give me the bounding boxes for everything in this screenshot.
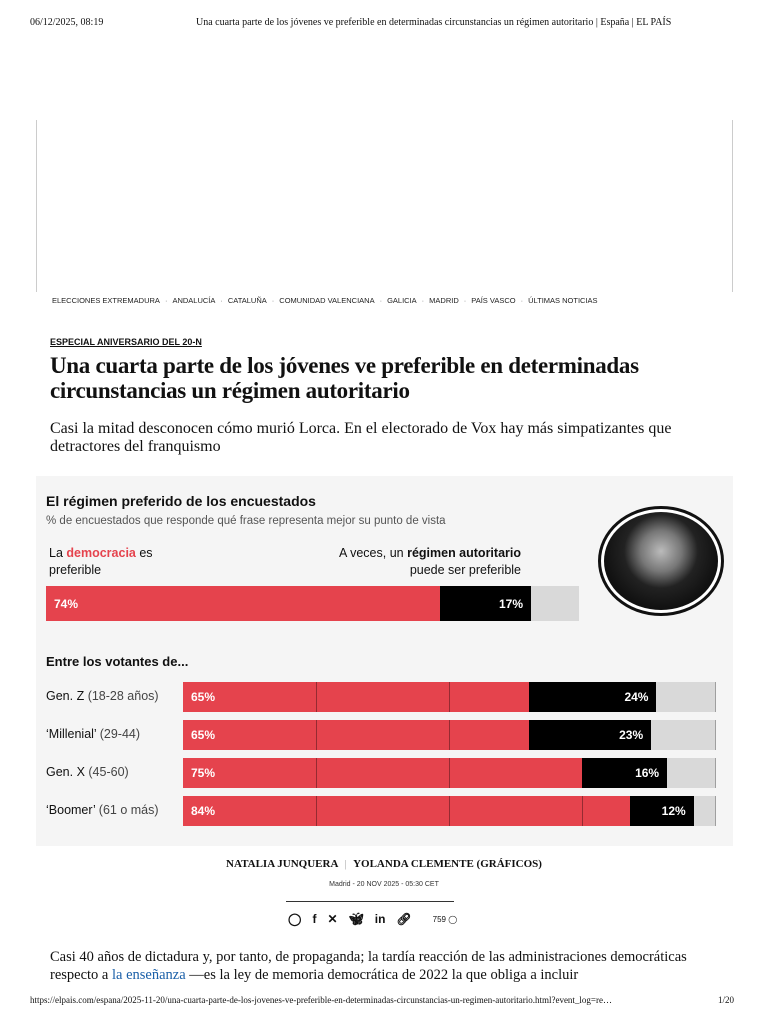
dateline: Madrid - 20 NOV 2025 - 05:30 CET: [329, 881, 439, 888]
gridline: [582, 682, 583, 712]
bar-autoritario-label: 17%: [498, 596, 524, 611]
bar-democracia-label: 65%: [191, 728, 216, 742]
ad-frame-left: [36, 120, 37, 292]
chart-title: El régimen preferido de los encuestados: [46, 493, 316, 509]
nav-item[interactable]: PAÍS VASCO: [471, 296, 516, 305]
bar-democracia-label: 65%: [191, 690, 216, 704]
gridline: [449, 682, 450, 712]
x-icon[interactable]: ✕: [327, 912, 338, 926]
facebook-icon[interactable]: f: [312, 912, 317, 926]
gridline: [316, 720, 317, 750]
gridline: [316, 758, 317, 788]
gridline: [449, 758, 450, 788]
chart: El régimen preferido de los encuestados …: [36, 476, 733, 846]
row-label: ‘Boomer’ (61 o más): [46, 803, 159, 817]
bar-autoritario-label: 12%: [661, 804, 686, 818]
print-url: https://elpais.com/espana/2025-11-20/una…: [30, 995, 613, 1005]
nav-item[interactable]: COMUNIDAD VALENCIANA: [279, 296, 375, 305]
legend-autoritario: A veces, un régimen autoritario puede ser…: [338, 546, 521, 577]
bar-autoritario: 17%: [440, 586, 532, 621]
gridline: [316, 796, 317, 826]
bar-autoritario: 12%: [629, 796, 694, 826]
print-datetime: 06/12/2025, 08:19: [30, 17, 104, 28]
bar-democracia: 75%: [183, 758, 582, 788]
gridline: [715, 796, 716, 826]
divider: [286, 901, 454, 902]
bar-autoritario: 23%: [528, 720, 652, 750]
gridline: [715, 682, 716, 712]
bar-democracia-label: 75%: [191, 766, 216, 780]
row-bar: 75% 16%: [183, 758, 716, 788]
nav-item[interactable]: MADRID: [429, 296, 459, 305]
row-bar: 65% 23%: [183, 720, 716, 750]
bar-democracia: 74%: [46, 586, 441, 621]
legend-democracia: La democracia es preferible: [49, 546, 153, 577]
comment-count: 759: [432, 914, 446, 924]
ad-frame-right: [732, 120, 733, 292]
nav-separator: ·: [463, 296, 467, 305]
ensenanza-link[interactable]: la enseñanza: [112, 967, 186, 983]
chart-subtitle: % de encuestados que responde qué frase …: [46, 515, 446, 527]
row-bar: 84% 12%: [183, 796, 716, 826]
print-page-title: Una cuarta parte de los jóvenes ve prefe…: [196, 17, 672, 28]
nav-separator: ·: [421, 296, 425, 305]
group-heading: Entre los votantes de...: [46, 654, 189, 669]
nav-separator: ·: [271, 296, 275, 305]
nav-separator: ·: [220, 296, 223, 305]
bar-autoritario: 16%: [582, 758, 668, 788]
gridline: [582, 796, 583, 826]
gridline: [582, 720, 583, 750]
total-bar: 74% 17%: [46, 586, 579, 621]
bluesky-icon[interactable]: 🦋︎: [348, 912, 364, 926]
gridline: [715, 758, 716, 788]
link-icon[interactable]: 🔗︎: [396, 912, 412, 926]
nav-separator: ·: [520, 296, 524, 305]
nav-item[interactable]: CATALUÑA: [227, 296, 267, 305]
row-bar: 65% 24%: [183, 682, 716, 712]
whatsapp-icon[interactable]: ◯: [288, 912, 302, 926]
nav-item[interactable]: GALICIA: [387, 296, 417, 305]
share-bar: ◯ f ✕ 🦋︎ in 🔗︎ 759 ◯: [288, 912, 457, 926]
nav-item[interactable]: ÚLTIMAS NOTICIAS: [528, 296, 598, 305]
gridline: [449, 796, 450, 826]
article-kicker[interactable]: ESPECIAL ANIVERSARIO DEL 20-N: [50, 337, 202, 347]
section-nav: ELECCIONES EXTREMADURA · ANDALUCÍA · CATALUÑ…: [52, 296, 598, 305]
comments-link[interactable]: 759 ◯: [433, 915, 458, 924]
portrait-image: [598, 506, 724, 616]
byline-separator: |: [344, 858, 347, 870]
article-title: Una cuarta parte de los jóvenes ve prefe…: [50, 353, 639, 403]
bar-autoritario-label: 23%: [619, 728, 644, 742]
nav-item[interactable]: ELECCIONES EXTREMADURA: [52, 296, 160, 305]
byline: NATALIA JUNQUERA | YOLANDA CLEMENTE (GRÁ…: [0, 858, 768, 870]
gridline: [449, 720, 450, 750]
bar-democracia-label: 84%: [191, 804, 216, 818]
nav-separator: ·: [164, 296, 168, 305]
bar-democracia: 84%: [183, 796, 630, 826]
bar-autoritario-label: 16%: [635, 766, 660, 780]
row-label: Gen. X (45-60): [46, 765, 129, 779]
article-subtitle: Casi la mitad desconocen cómo murió Lorc…: [50, 420, 672, 455]
gridline: [316, 682, 317, 712]
row-label: ‘Millenial’ (29-44): [46, 727, 141, 741]
gridline: [715, 720, 716, 750]
linkedin-icon[interactable]: in: [374, 912, 386, 926]
print-page-number: 1/20: [718, 995, 735, 1005]
gridline: [582, 758, 583, 788]
row-label: Gen. Z (18-28 años): [46, 689, 159, 703]
bar-autoritario-label: 24%: [624, 690, 649, 704]
author[interactable]: YOLANDA CLEMENTE (GRÁFICOS): [353, 858, 542, 870]
article-body: Casi 40 años de dictadura y, por tanto, …: [50, 949, 687, 983]
nav-separator: ·: [379, 296, 383, 305]
nav-item[interactable]: ANDALUCÍA: [172, 296, 216, 305]
bar-democracia: 65%: [183, 682, 529, 712]
bar-autoritario: 24%: [528, 682, 657, 712]
author[interactable]: NATALIA JUNQUERA: [226, 858, 338, 870]
bar-democracia: 65%: [183, 720, 529, 750]
comment-icon: ◯: [448, 914, 458, 924]
bar-democracia-label: 74%: [54, 596, 79, 611]
